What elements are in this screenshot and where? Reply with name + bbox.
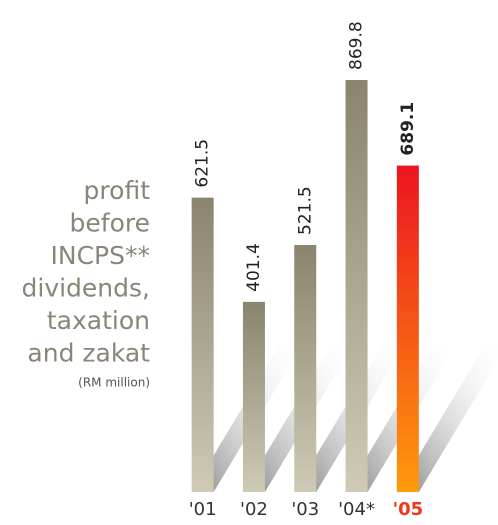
- title-line: INCPS**: [51, 241, 150, 270]
- bar: [191, 197, 214, 492]
- x-tick-label: '05: [393, 499, 424, 520]
- bar-shadow: [396, 342, 498, 492]
- value-label: 689.1: [398, 102, 418, 156]
- x-tick-label: '01: [189, 499, 217, 520]
- title-line: taxation: [47, 306, 150, 335]
- x-tick-label: '02: [240, 499, 268, 520]
- shadows: [191, 342, 498, 492]
- title-line: before: [70, 209, 150, 238]
- value-label: 621.5: [193, 139, 213, 188]
- title-line: and zakat: [27, 339, 150, 368]
- value-label: 869.8: [347, 21, 367, 70]
- bar: [396, 165, 419, 493]
- title-line: dividends,: [22, 274, 151, 303]
- bar: [242, 301, 265, 492]
- bar: [345, 80, 368, 492]
- subtitle: (RM million): [78, 376, 150, 390]
- value-label: 401.4: [244, 243, 264, 292]
- x-tick-label: '04*: [338, 499, 375, 520]
- x-tick-label: '03: [291, 499, 319, 520]
- bar: [294, 244, 317, 492]
- value-label: 521.5: [295, 186, 315, 235]
- title-line: profit: [84, 176, 151, 205]
